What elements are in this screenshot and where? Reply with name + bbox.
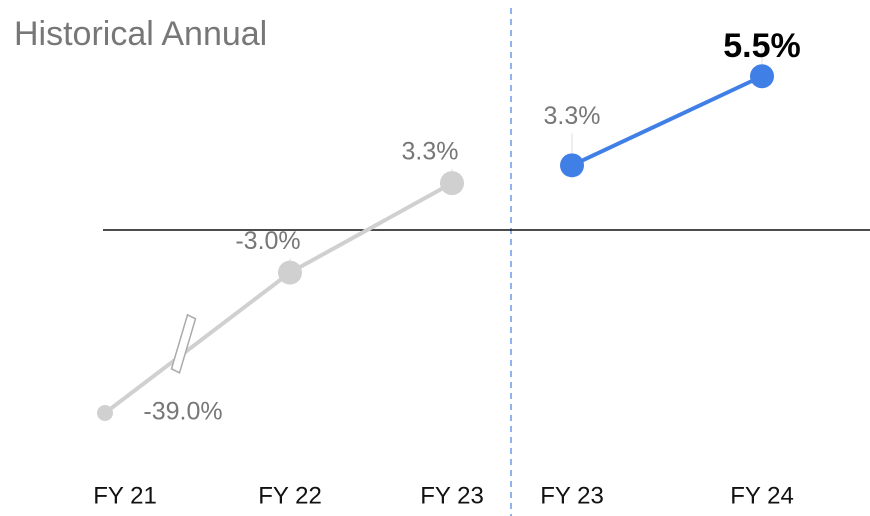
data-label: -3.0% — [235, 227, 300, 255]
series-line — [103, 181, 453, 415]
x-tick-label: FY 22 — [258, 482, 322, 509]
chart-title: Historical Annual — [14, 15, 267, 53]
x-tick-label: FY 21 — [93, 482, 157, 509]
x-tick-label: FY 23 — [540, 482, 604, 509]
data-label: 5.5% — [723, 27, 801, 65]
data-label: -39.0% — [143, 398, 222, 426]
x-tick-label: FY 23 — [420, 482, 484, 509]
data-label: 3.3% — [544, 102, 601, 130]
series-line — [571, 74, 763, 168]
data-label: 3.3% — [402, 138, 459, 166]
point — [440, 171, 464, 196]
point — [97, 405, 113, 421]
point — [278, 260, 302, 285]
point — [750, 64, 774, 89]
point — [560, 153, 584, 178]
axis-break — [170, 313, 197, 374]
x-tick-label: FY 24 — [730, 482, 794, 509]
